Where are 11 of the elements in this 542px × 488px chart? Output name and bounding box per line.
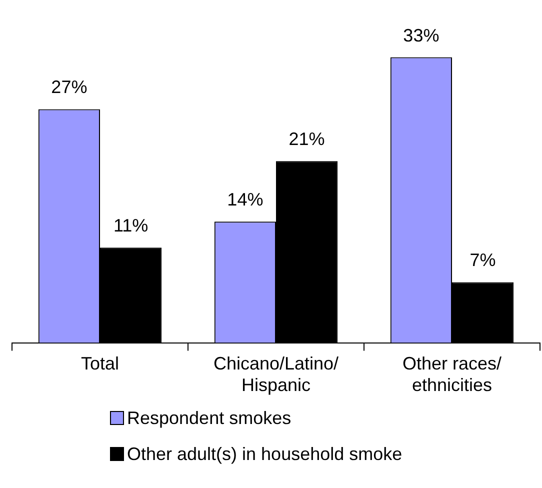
- data-label: 21%: [288, 129, 325, 150]
- data-label: 14%: [227, 190, 264, 210]
- data-label: 7%: [470, 250, 496, 270]
- x-tick-label: Total: [80, 354, 120, 374]
- x-tick-label: Chicano/Latino/ Hispanic: [213, 354, 339, 396]
- legend-label: Other adult(s) in household smoke: [127, 444, 402, 464]
- x-tick-label: Other races/ ethnicities: [402, 354, 502, 396]
- data-label: 27%: [51, 77, 88, 98]
- data-label: 11%: [113, 216, 148, 236]
- data-label: 33%: [403, 25, 440, 46]
- legend-label: Respondent smokes: [127, 408, 292, 428]
